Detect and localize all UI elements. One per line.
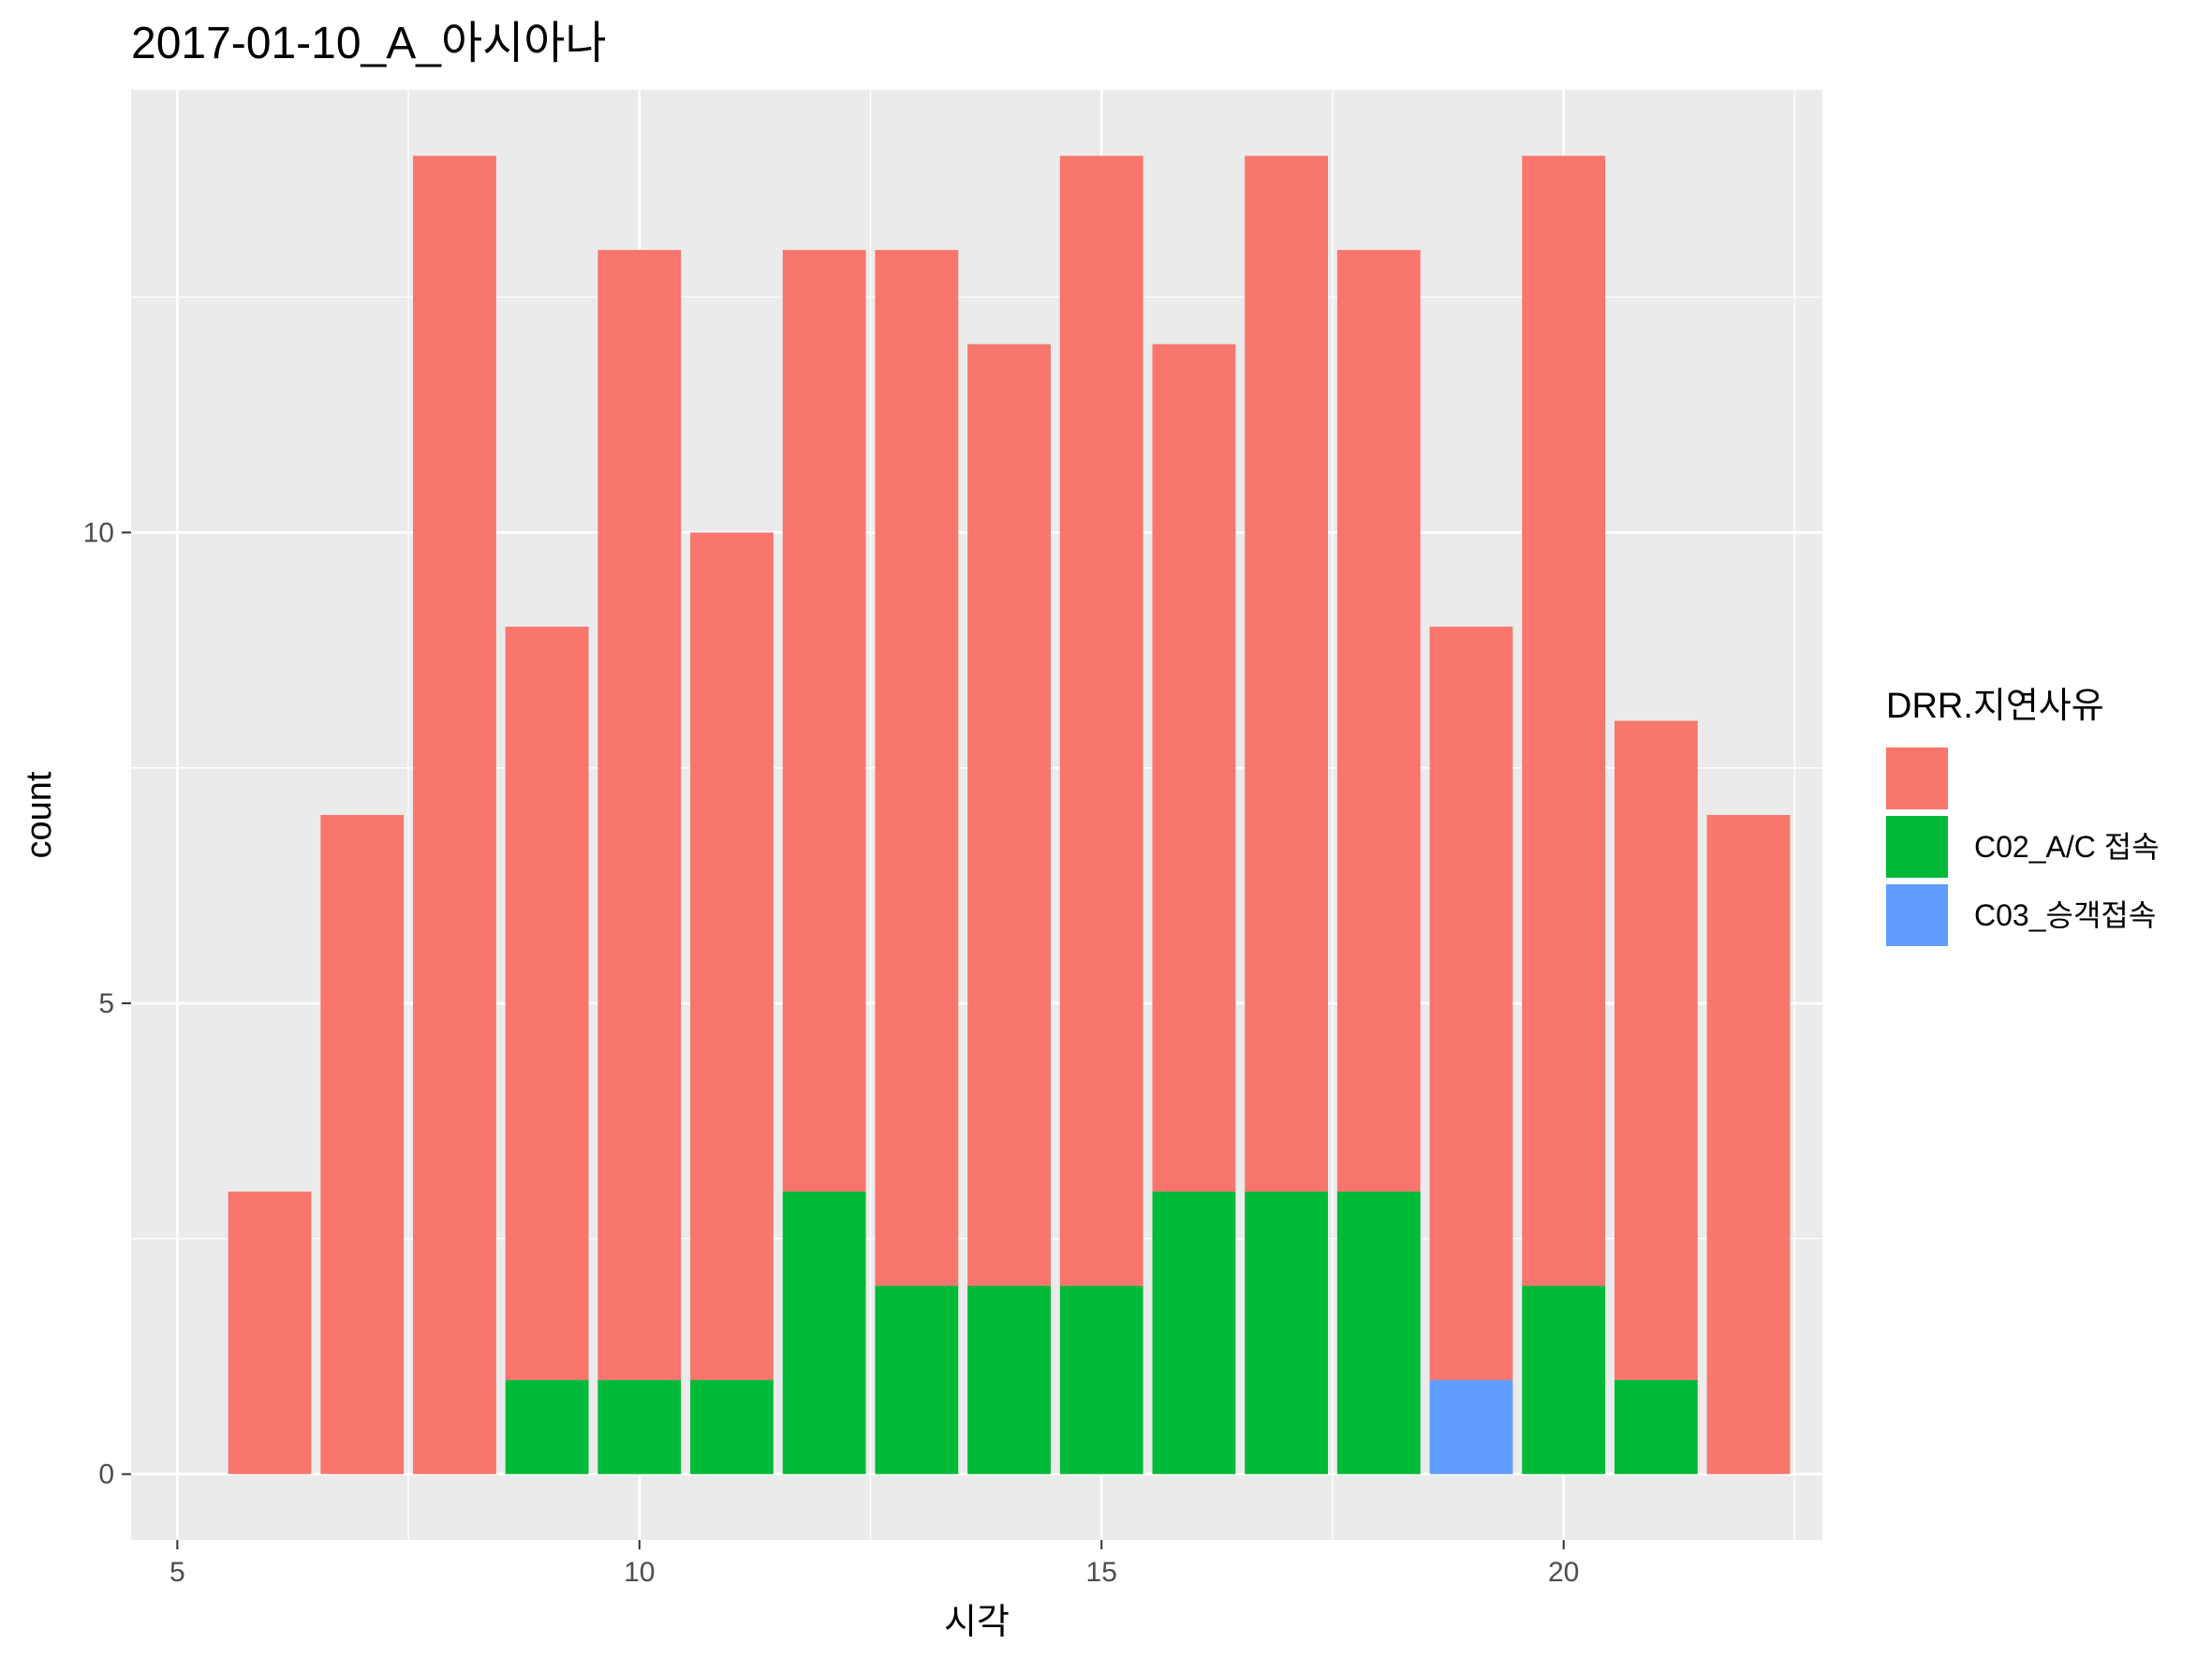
bar-x12-series-0 (782, 249, 866, 1192)
chart-title: 2017-01-10_A_아시아나 (131, 19, 607, 68)
tick-labels: 5 10 15 20 0 5 10 (83, 517, 1580, 1588)
y-axis-title: count (20, 771, 59, 858)
bar-x15-series-0 (1059, 156, 1143, 1286)
bar-x19-series-0 (1429, 626, 1513, 1381)
legend-label-1: C02_A/C 접속 (1974, 830, 2160, 864)
legend-label-2: C03_승객접속 (1974, 898, 2156, 932)
bar-x18-series-1 (1336, 1192, 1421, 1474)
bar-x14-series-0 (967, 344, 1051, 1286)
legend-title: DRR.지연사유 (1886, 687, 2104, 726)
x-tick-label-0: 5 (170, 1557, 185, 1588)
bar-x16-series-1 (1152, 1192, 1236, 1474)
axis-ticks (122, 531, 1565, 1549)
bar-x13-series-1 (875, 1285, 959, 1474)
bar-x11-series-0 (690, 532, 774, 1381)
bars (228, 156, 1791, 1474)
legend: DRR.지연사유 C02_A/C 접속 C03_승객접속 (1886, 687, 2160, 946)
bar-x8-series-0 (413, 156, 496, 1474)
bar-x20-series-0 (1522, 156, 1606, 1286)
legend-key-1 (1886, 816, 1948, 878)
legend-key-2 (1886, 884, 1948, 946)
bar-x20-series-1 (1522, 1285, 1606, 1474)
legend-items: C02_A/C 접속 C03_승객접속 (1886, 748, 2160, 946)
x-axis-title: 시각 (944, 1603, 1010, 1642)
x-tick-label-2: 15 (1086, 1557, 1117, 1588)
bar-x15-series-1 (1059, 1285, 1143, 1474)
bar-x21-series-0 (1614, 720, 1698, 1381)
bar-x22-series-0 (1706, 815, 1791, 1474)
bar-x21-series-1 (1614, 1380, 1698, 1474)
x-tick-label-3: 20 (1548, 1557, 1579, 1588)
bar-x16-series-0 (1152, 344, 1236, 1192)
legend-key-0 (1886, 748, 1948, 809)
x-tick-label-1: 10 (624, 1557, 655, 1588)
bar-x13-series-0 (875, 249, 959, 1286)
bar-x10-series-1 (597, 1380, 682, 1474)
bar-x18-series-0 (1336, 249, 1421, 1192)
bar-x6-series-0 (228, 1192, 312, 1474)
bar-x10-series-0 (597, 249, 682, 1381)
bar-x17-series-0 (1245, 156, 1329, 1192)
y-tick-label-1: 5 (98, 988, 114, 1019)
bar-x11-series-1 (690, 1380, 774, 1474)
y-tick-label-0: 0 (98, 1459, 114, 1490)
bar-x17-series-1 (1245, 1192, 1329, 1474)
bar-x9-series-1 (505, 1380, 589, 1474)
bar-x14-series-1 (967, 1285, 1051, 1474)
bar-x9-series-0 (505, 626, 589, 1381)
y-tick-label-2: 10 (83, 517, 114, 548)
bar-x7-series-0 (320, 815, 405, 1474)
bar-x19-series-2 (1429, 1380, 1513, 1474)
bar-x12-series-1 (782, 1192, 866, 1474)
